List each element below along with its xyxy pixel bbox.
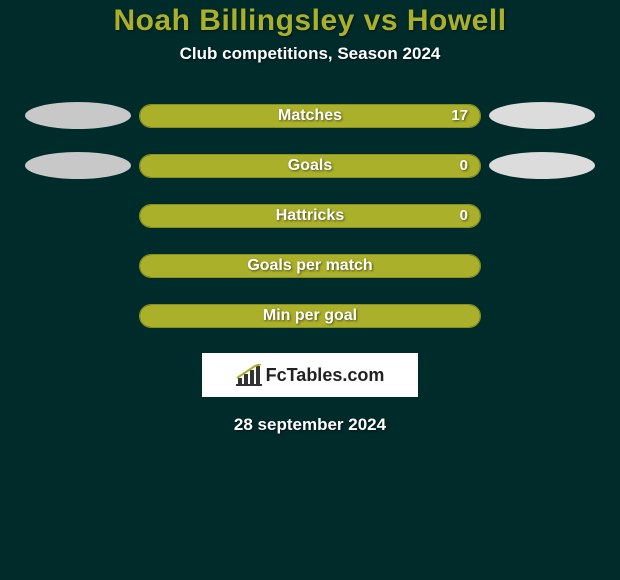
comparison-card: Noah Billingsley vs Howell Club competit… <box>0 0 620 435</box>
logo-text: FcTables.com <box>266 365 385 386</box>
stat-value: 17 <box>451 107 468 124</box>
player-right-ellipse <box>489 152 595 179</box>
stat-row: Matches 17 <box>0 102 620 129</box>
page-subtitle: Club competitions, Season 2024 <box>0 44 620 64</box>
stat-bar: Matches 17 <box>139 104 481 128</box>
stat-row: Min per goal <box>0 302 620 329</box>
stat-value: 0 <box>460 157 468 174</box>
stat-row: Goals 0 <box>0 152 620 179</box>
stat-label: Goals per match <box>247 257 372 275</box>
player-right-ellipse <box>489 102 595 129</box>
stat-label: Matches <box>278 107 342 125</box>
stat-bar: Goals per match <box>139 254 481 278</box>
stat-bar: Goals 0 <box>139 154 481 178</box>
stat-bar: Min per goal <box>139 304 481 328</box>
stat-row: Goals per match <box>0 252 620 279</box>
stat-value: 0 <box>460 207 468 224</box>
date-text: 28 september 2024 <box>0 415 620 435</box>
bars-icon <box>236 364 262 386</box>
stat-label: Min per goal <box>263 307 357 325</box>
page-title: Noah Billingsley vs Howell <box>0 4 620 38</box>
player-left-ellipse <box>25 102 131 129</box>
stats-rows: Matches 17 Goals 0 Hattricks 0 Goals per match… <box>0 102 620 329</box>
logo-box: FcTables.com <box>202 353 418 397</box>
stat-label: Hattricks <box>276 207 344 225</box>
player-left-ellipse <box>25 152 131 179</box>
stat-bar: Hattricks 0 <box>139 204 481 228</box>
stat-label: Goals <box>288 157 332 175</box>
stat-row: Hattricks 0 <box>0 202 620 229</box>
